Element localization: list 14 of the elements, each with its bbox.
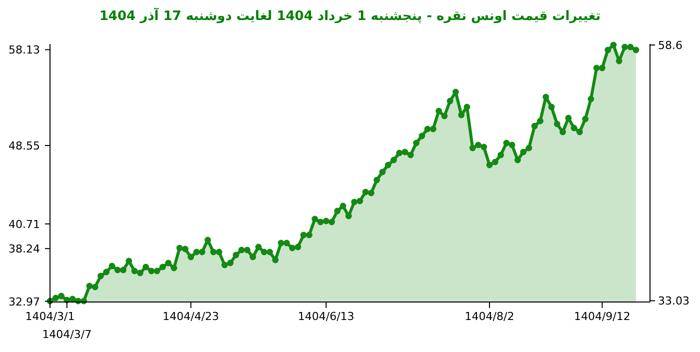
y-tick-label: 58.13 [8, 44, 40, 57]
x-tick-label: 1404/4/23 [162, 310, 220, 323]
x-tick-label: 1404/9/12 [574, 310, 630, 323]
chart-title: تغییرات قیمت اونس نقره - پنجشنبه 1 خرداد 1404 لغایت دوشنبه 17 آذر 1404 [99, 7, 601, 24]
x-tick-label: 1404/6/13 [298, 310, 354, 323]
y2-tick-label: 33.03 [658, 294, 690, 308]
x-tick-label: 1404/3/1 [25, 310, 75, 323]
y-tick-label: 38.24 [8, 242, 40, 256]
x-tick-label: 1404/8/2 [464, 310, 514, 323]
y-tick-label: 32.97 [8, 295, 40, 308]
x-tick-label: 1404/3/7 [42, 328, 92, 341]
y-tick-label: 40.71 [8, 218, 40, 231]
y2-tick-label: 58.6 [658, 39, 682, 52]
y-tick-label: 48.55 [8, 140, 40, 152]
